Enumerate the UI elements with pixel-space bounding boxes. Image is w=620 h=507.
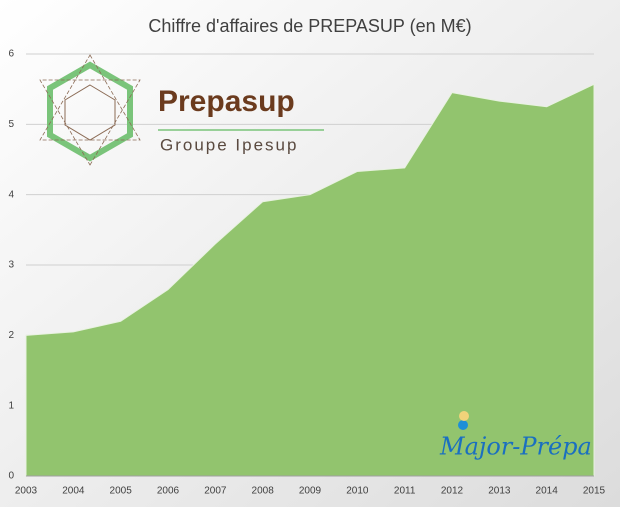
x-tick-label: 2003	[15, 486, 38, 497]
area	[25, 83, 595, 477]
y-tick-label: 4	[8, 189, 14, 200]
logo-shape	[39, 54, 141, 141]
prepasup-logo: Prepasup Groupe Ipesup	[39, 54, 324, 166]
y-tick-label: 3	[8, 260, 14, 271]
x-tick-label: 2006	[157, 486, 180, 497]
y-tick-label: 0	[8, 471, 14, 482]
x-tick-label: 2004	[62, 486, 85, 497]
logo-cap	[459, 411, 469, 421]
chart-title: Chiffre d'affaires de PREPASUP (en M€)	[148, 16, 471, 36]
logo-dot	[458, 420, 468, 430]
x-tick-label: 2010	[346, 486, 369, 497]
y-tick-label: 1	[8, 400, 14, 411]
logo-shape	[39, 79, 141, 166]
labels: 0 1 2 3 4 5 6 2003 2004 2005 2006 2007 2008 2009 2010 2…	[8, 49, 605, 497]
y-tick-label: 5	[8, 119, 14, 130]
y-tick-label: 2	[8, 330, 14, 341]
logo-text: Major-Prépa	[439, 433, 592, 461]
major-prepa-logo: Major-Prépa	[439, 411, 592, 461]
x-tick-label: 2009	[299, 486, 322, 497]
x-tick-label: 2007	[204, 486, 227, 497]
logo-shape	[47, 61, 133, 162]
plot	[25, 83, 595, 477]
x-tick-label: 2013	[488, 486, 511, 497]
x-tick-label: 2005	[110, 486, 133, 497]
x-tick-label: 2008	[252, 486, 275, 497]
x-tick-label: 2015	[583, 486, 606, 497]
y-tick-label: 6	[8, 49, 14, 60]
x-tick-label: 2011	[394, 486, 416, 497]
logo-text: Prepasup	[158, 85, 295, 118]
logo-subtext: Groupe Ipesup	[160, 135, 298, 154]
x-tick-label: 2014	[536, 486, 559, 497]
logo-shape	[64, 84, 116, 141]
x-tick-label: 2012	[441, 486, 464, 497]
